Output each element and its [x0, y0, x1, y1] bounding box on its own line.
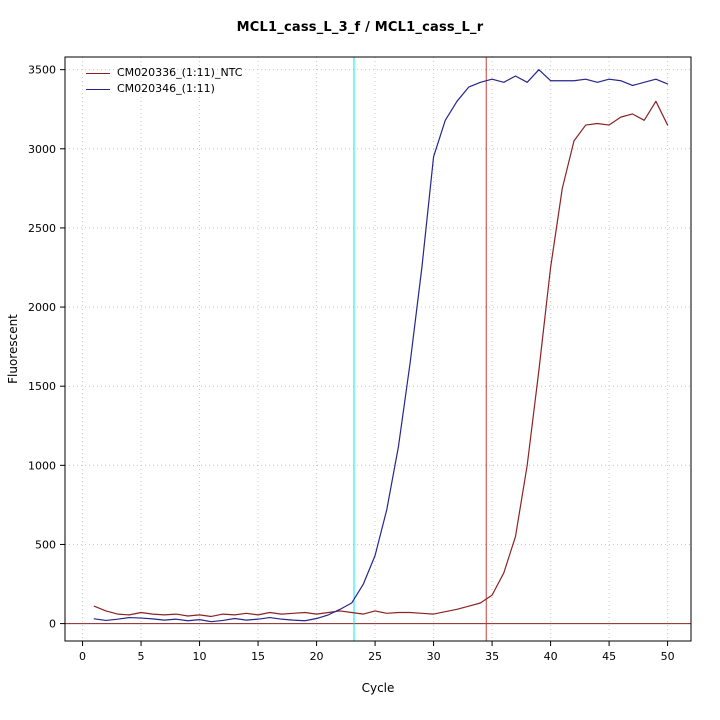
series-line-1: [93, 69, 669, 623]
x-tick-label: 15: [251, 650, 265, 663]
x-tick-label: 25: [368, 650, 382, 663]
legend-label: CM020336_(1:11)_NTC: [117, 66, 243, 79]
y-tick-label: 3500: [28, 64, 56, 77]
y-tick-label: 1000: [28, 459, 56, 472]
y-tick-label: 2500: [28, 222, 56, 235]
x-tick-label: 10: [193, 650, 207, 663]
legend-line-sample-red: [86, 72, 110, 74]
x-axis-label: Cycle: [362, 681, 395, 695]
legend-entry: CM020346_(1:11): [86, 82, 242, 96]
x-tick-label: 50: [661, 650, 675, 663]
x-tick-label: 0: [79, 650, 86, 663]
legend-entry: CM020336_(1:11)_NTC: [86, 66, 242, 80]
y-tick-label: 500: [35, 538, 56, 551]
y-tick-label: 1500: [28, 380, 56, 393]
legend-label: CM020346_(1:11): [117, 82, 215, 95]
y-tick-label: 2000: [28, 301, 56, 314]
x-tick-label: 35: [485, 650, 499, 663]
plot-border: [64, 56, 692, 642]
legend-line-sample-blue: [86, 88, 110, 90]
x-tick-label: 45: [602, 650, 616, 663]
y-tick-label: 3000: [28, 143, 56, 156]
legend: CM020336_(1:11)_NTC CM020346_(1:11): [86, 66, 242, 98]
y-tick-label: 0: [49, 618, 56, 631]
plot-area: 0 5 10 15 20 25 30 35 40 45 5005001000150020002500…: [28, 56, 692, 663]
series-line-0: [93, 100, 669, 618]
chart-title: MCL1_cass_L_3_f / MCL1_cass_L_r: [236, 20, 484, 35]
x-tick-label: 40: [544, 650, 558, 663]
x-tick-label: 30: [427, 650, 441, 663]
y-axis-label: Fluorescent: [6, 314, 20, 384]
x-tick-label: 20: [310, 650, 324, 663]
x-tick-label: 5: [138, 650, 145, 663]
